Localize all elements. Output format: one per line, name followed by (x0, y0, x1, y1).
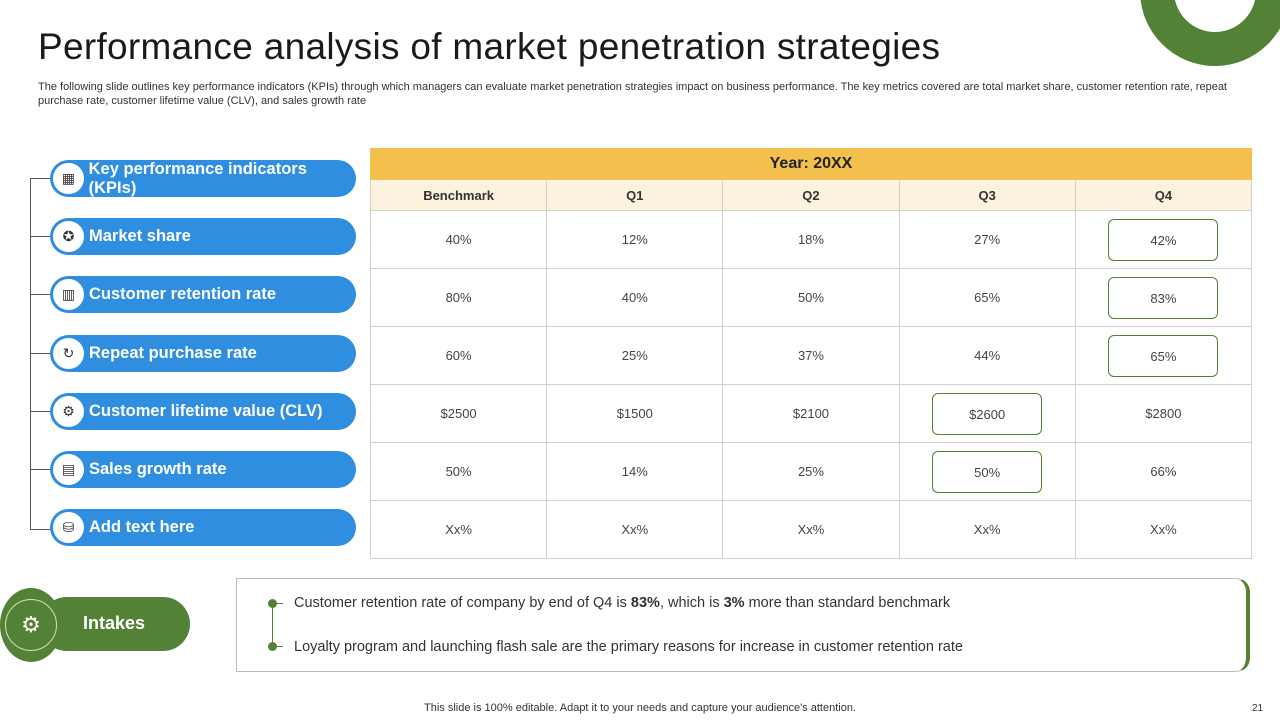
table-cell: 60% (369, 326, 548, 385)
table-cell: Xx% (369, 500, 548, 559)
briefcase-chart-icon: ▦ (53, 163, 84, 194)
intake-bullet-2: Loyalty program and launching flash sale… (294, 639, 963, 655)
table-cell: 65% (898, 268, 1076, 327)
bar-chart-icon: ▥ (53, 279, 84, 310)
kpi-tick (30, 236, 52, 237)
cell-value: 83% (1108, 276, 1219, 319)
table-cell: Xx% (722, 500, 900, 559)
cell-value: 65% (1108, 334, 1219, 377)
table-cell: 80% (369, 268, 548, 327)
people-cycle-icon: ⚙ (53, 396, 84, 427)
table-cell: Xx% (898, 500, 1076, 559)
kpi-label: Customer retention rate (89, 285, 277, 303)
decorative-ring (1140, 0, 1280, 66)
kpi-header-pill: ▦ Key performance indicators (KPIs) (50, 160, 356, 197)
table-cell: 37% (722, 326, 900, 385)
page-subtitle: The following slide outlines key perform… (38, 81, 1227, 107)
table-cell: 40% (369, 210, 548, 269)
column-header: Q3 (898, 179, 1076, 211)
table-cell: $2100 (722, 384, 900, 443)
table-row: 80% 40% 50% 65% 83% (369, 268, 1253, 327)
cell-value: 42% (1108, 218, 1219, 261)
table-cell: 27% (898, 210, 1076, 269)
highlighted-cell: 83% (1074, 268, 1253, 327)
kpi-tree-line (30, 178, 31, 530)
intakes-label: Intakes (83, 613, 146, 633)
kpi-tick (30, 353, 52, 354)
highlighted-cell: 42% (1074, 210, 1253, 269)
table-cell: 50% (369, 442, 548, 501)
bullet-bold: 3% (723, 595, 745, 611)
table-cell: 50% (722, 268, 900, 327)
intake-bullet-1: Customer retention rate of company by en… (294, 595, 950, 611)
column-header: Q4 (1074, 179, 1253, 211)
bullet-text: , which is (659, 595, 724, 611)
kpi-label: Sales growth rate (89, 460, 227, 478)
column-header: Benchmark (369, 179, 548, 211)
kpi-pill-customer-retention: ▥ Customer retention rate (50, 276, 356, 313)
kpi-pill-clv: ⚙ Customer lifetime value (CLV) (50, 393, 356, 430)
table-row: $2500 $1500 $2100 $2600 $2800 (369, 384, 1253, 443)
kpi-pill-repeat-purchase: ↻ Repeat purchase rate (50, 335, 356, 372)
kpi-pill-add-text: ⛁ Add text here (50, 509, 356, 546)
bullet-text: more than standard benchmark (744, 595, 951, 611)
table-row: 60% 25% 37% 44% 65% (369, 326, 1253, 385)
intakes-box (236, 578, 1250, 672)
bullet-dot (268, 599, 283, 608)
page-number: 21 (1252, 703, 1264, 714)
bullet-connector (272, 604, 273, 648)
highlighted-cell: 65% (1074, 326, 1253, 385)
table-row: Xx% Xx% Xx% Xx% Xx% (369, 500, 1253, 559)
kpi-label: Customer lifetime value (CLV) (89, 402, 323, 420)
highlighted-cell: $2600 (898, 384, 1076, 443)
bullet-dot (268, 642, 283, 651)
intakes-badge: ⚙ (0, 588, 62, 662)
kpi-tick (30, 294, 52, 295)
table-header-row: Benchmark Q1 Q2 Q3 Q4 (369, 179, 1253, 211)
growth-chart-icon: ▤ (53, 454, 84, 485)
column-header: Q1 (546, 179, 724, 211)
year-label: Year: 20XX (370, 148, 1252, 180)
table-row: 40% 12% 18% 27% 42% (369, 210, 1253, 269)
footer-note: This slide is 100% editable. Adapt it to… (424, 702, 856, 714)
table-cell: Xx% (546, 500, 724, 559)
highlighted-cell: 50% (898, 442, 1076, 501)
refresh-icon: ↻ (53, 338, 84, 369)
table-cell: 18% (722, 210, 900, 269)
table-cell: 25% (722, 442, 900, 501)
kpi-label: Repeat purchase rate (89, 344, 257, 362)
table-cell: Xx% (1074, 500, 1253, 559)
kpi-tick (30, 469, 52, 470)
kpi-label: Key performance indicators (KPIs) (88, 159, 307, 197)
kpi-tick (30, 178, 52, 179)
table-cell: $2800 (1074, 384, 1253, 443)
table-cell: 12% (546, 210, 724, 269)
page-title: Performance analysis of market penetrati… (38, 26, 941, 67)
kpi-table: Year: 20XX Benchmark Q1 Q2 Q3 Q4 40% 12%… (369, 148, 1253, 559)
year-row: Year: 20XX (370, 148, 1252, 180)
kpi-pill-market-share: ✪ Market share (50, 218, 356, 255)
table-cell: 14% (546, 442, 724, 501)
table-cell: 44% (898, 326, 1076, 385)
kpi-label: Add text here (89, 518, 195, 536)
cell-value: $2600 (932, 392, 1043, 435)
table-cell: $1500 (546, 384, 724, 443)
table-cell: 66% (1074, 442, 1253, 501)
bullet-text: Customer retention rate of company by en… (294, 595, 631, 611)
column-header: Q2 (722, 179, 900, 211)
kpi-tick (30, 411, 52, 412)
kpi-tick (30, 529, 52, 530)
table-cell: 40% (546, 268, 724, 327)
kpi-pill-sales-growth: ▤ Sales growth rate (50, 451, 356, 488)
coins-icon: ⛁ (53, 512, 84, 543)
table-row: 50% 14% 25% 50% 66% (369, 442, 1253, 501)
table-cell: $2500 (369, 384, 548, 443)
cell-value: 50% (932, 450, 1043, 493)
bullet-bold: 83% (630, 595, 660, 611)
cart-icon: ✪ (53, 221, 84, 252)
table-cell: 25% (546, 326, 724, 385)
strategy-cycle-icon: ⚙ (5, 599, 57, 651)
kpi-label: Market share (89, 227, 191, 245)
intakes-pill: Intakes (40, 597, 190, 651)
